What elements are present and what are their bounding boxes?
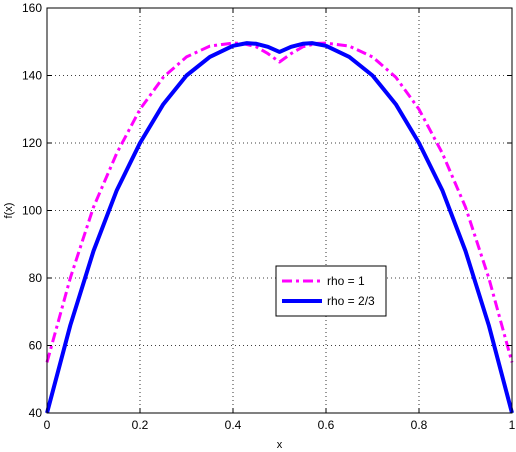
- legend: rho = 1 rho = 2/3: [275, 265, 387, 317]
- y-tick-label: 120: [22, 136, 42, 150]
- y-axis-label: f(x): [3, 203, 15, 219]
- x-tick-label: 0: [44, 418, 51, 432]
- series-line-0: [45, 41, 514, 363]
- ticks: [46, 7, 513, 414]
- y-tick-label: 80: [29, 271, 43, 285]
- x-tick-label: 0.6: [318, 418, 335, 432]
- x-tick-label: 0.8: [411, 418, 428, 432]
- legend-label-rho-2-3: rho = 2/3: [327, 294, 375, 308]
- x-tick-label: 0.2: [132, 418, 149, 432]
- y-tick-label: 140: [22, 69, 42, 83]
- x-axis-label: x: [277, 439, 283, 451]
- series-layer: [45, 41, 514, 414]
- legend-label-rho-1: rho = 1: [327, 274, 365, 288]
- y-tick-label: 160: [22, 1, 42, 15]
- y-tick-label: 60: [29, 339, 43, 353]
- y-tick-label: 40: [29, 406, 43, 420]
- series-line-1: [45, 41, 514, 414]
- x-tick-label: 1: [509, 418, 516, 432]
- y-tick-label: 100: [22, 204, 42, 218]
- x-tick-label: 0.4: [225, 418, 242, 432]
- legend-box: [275, 265, 387, 317]
